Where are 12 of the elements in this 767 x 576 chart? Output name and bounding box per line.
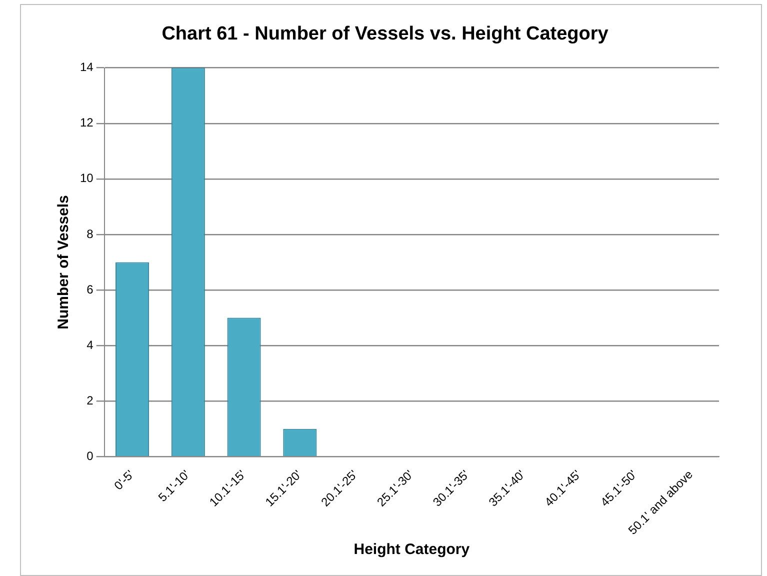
chart-title: Chart 61 - Number of Vessels vs. Height Category (162, 24, 609, 45)
y-axis-title: Number of Vessels (55, 195, 72, 330)
x-tick-label: 0'-5' (111, 467, 137, 493)
y-tick-label: 10 (80, 171, 94, 186)
y-tick-label: 6 (86, 282, 94, 296)
y-tick-label: 4 (86, 338, 94, 352)
y-tick-label: 0 (86, 449, 94, 464)
x-axis-title: Height Category (354, 541, 470, 558)
y-tick-label: 14 (80, 60, 94, 74)
y-tick-label: 8 (86, 226, 94, 241)
y-tick-label: 12 (80, 116, 94, 130)
y-tick-label: 2 (86, 393, 94, 408)
